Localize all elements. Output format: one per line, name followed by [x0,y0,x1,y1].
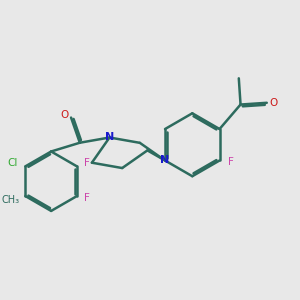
Text: CH₃: CH₃ [2,195,20,205]
Text: F: F [228,157,234,167]
Text: O: O [270,98,278,108]
Text: F: F [84,193,90,203]
Text: O: O [60,110,68,120]
Text: F: F [84,158,90,168]
Text: N: N [105,133,114,142]
Text: N: N [160,155,170,166]
Text: Cl: Cl [7,158,17,168]
